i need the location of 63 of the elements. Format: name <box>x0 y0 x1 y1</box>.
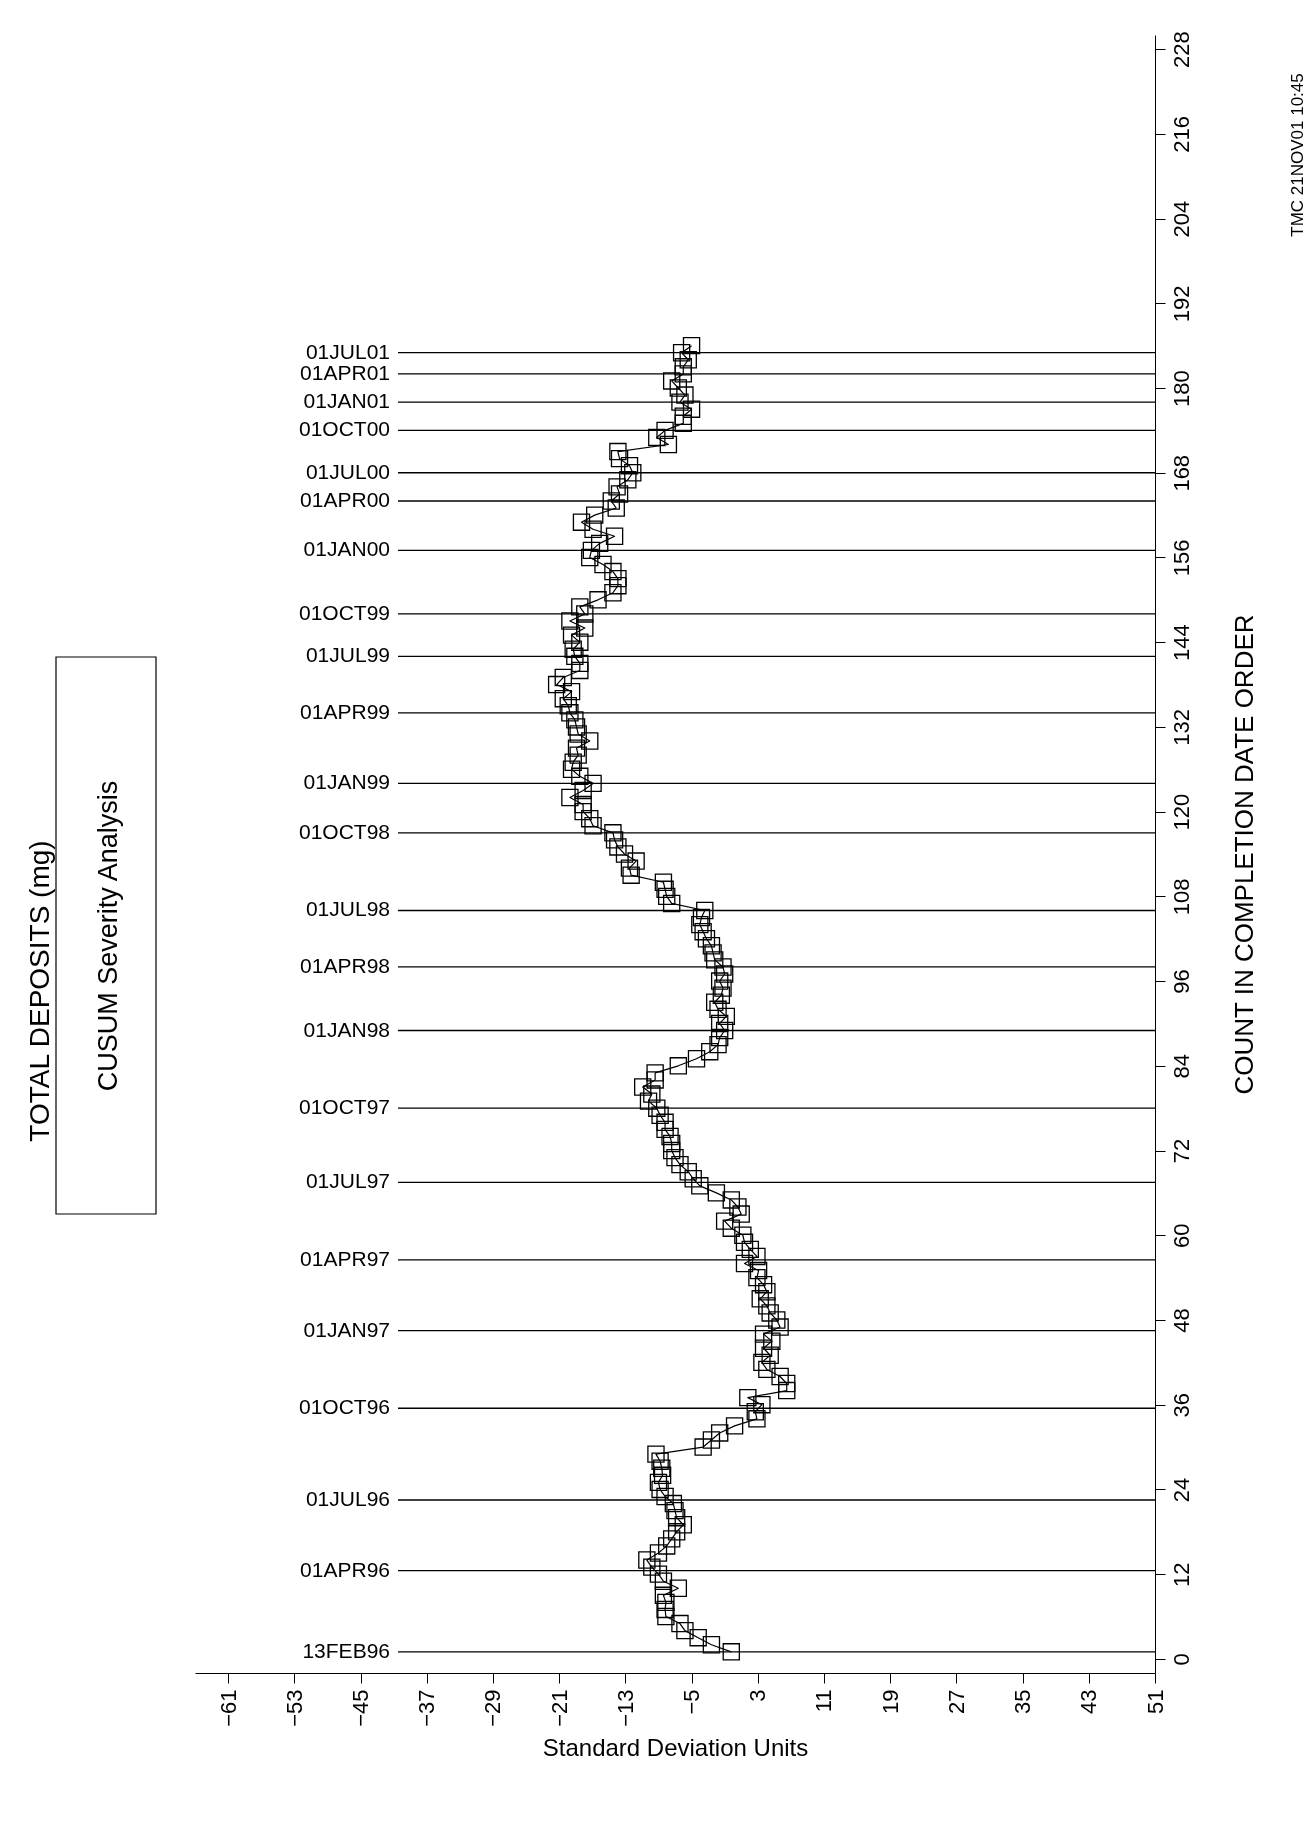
x-tick-label: −45 <box>348 1689 374 1727</box>
ref-line-label: 01JAN01 <box>303 389 390 413</box>
x-tick-label: 35 <box>1010 1689 1036 1714</box>
y-tick-label: 0 <box>1168 1653 1194 1666</box>
x-tick-label: −53 <box>281 1689 307 1727</box>
x-tick-label: −29 <box>480 1689 506 1727</box>
ref-line-label: 01JUL01 <box>305 339 390 363</box>
ref-line-label: 01JUL00 <box>305 459 390 483</box>
ref-line-label: 01OCT96 <box>298 1395 390 1419</box>
ref-line-label: 01JUL97 <box>305 1169 390 1193</box>
x-tick-label: 3 <box>745 1689 771 1702</box>
y-tick-label: 60 <box>1168 1223 1194 1248</box>
ref-line-label: 01JUL98 <box>305 897 390 921</box>
y-tick-label: 12 <box>1168 1562 1194 1587</box>
y-tick-label: 216 <box>1168 115 1194 153</box>
y-tick-label: 204 <box>1168 200 1194 238</box>
ref-line-label: 01APR01 <box>300 360 390 384</box>
x-tick-label: −21 <box>546 1689 572 1727</box>
x-axis-title: Standard Deviation Units <box>542 1733 809 1761</box>
ref-line-label: 01JAN98 <box>303 1017 390 1041</box>
x-tick-label: 19 <box>877 1689 903 1714</box>
text: TMC 21NOV01 10:45 <box>1288 73 1307 237</box>
ref-line-label: 01OCT97 <box>298 1095 390 1119</box>
text: CUSUM Severity Analysis <box>93 780 123 1092</box>
x-tick-label: −13 <box>612 1689 638 1727</box>
x-tick-label: 43 <box>1076 1689 1102 1714</box>
ref-line-label: 13FEB96 <box>302 1638 390 1662</box>
ref-line-label: 01JAN99 <box>303 770 390 794</box>
y-tick-label: 96 <box>1168 969 1194 994</box>
y-tick-label: 72 <box>1168 1138 1194 1164</box>
x-tick-label: 11 <box>811 1689 837 1713</box>
ref-line-label: 01JAN97 <box>303 1317 390 1341</box>
ref-line-label: 01APR98 <box>300 953 390 977</box>
ref-line-label: 01JAN00 <box>303 537 390 561</box>
x-tick-label: −61 <box>215 1689 241 1727</box>
x-tick-label: −5 <box>679 1689 705 1715</box>
y-tick-label: 132 <box>1168 709 1194 746</box>
y-tick-label: 108 <box>1168 878 1194 916</box>
y-tick-label: 180 <box>1168 370 1194 407</box>
y-tick-label: 228 <box>1168 31 1194 68</box>
y-tick-label: 84 <box>1168 1054 1194 1079</box>
x-tick-label: 51 <box>1142 1689 1168 1714</box>
y-tick-label: 168 <box>1168 454 1194 492</box>
ref-line-label: 01JUL99 <box>305 643 390 667</box>
y-tick-label: 156 <box>1168 539 1194 577</box>
y-tick-label: 192 <box>1168 285 1194 323</box>
ref-line-label: 01APR00 <box>300 487 390 511</box>
y-tick-label: 120 <box>1168 793 1194 831</box>
ref-line-label: 01APR96 <box>300 1557 390 1581</box>
y-tick-label: 48 <box>1168 1308 1194 1333</box>
ref-line-label: 01OCT99 <box>298 600 390 624</box>
ref-line-label: 01JUL96 <box>305 1487 390 1511</box>
ref-line-label: 01OCT00 <box>298 417 390 441</box>
text: TOTAL DEPOSITS (mg) <box>24 840 55 1142</box>
ref-line-label: 01APR99 <box>300 699 390 723</box>
y-tick-label: 36 <box>1168 1392 1194 1418</box>
x-tick-label: 27 <box>943 1689 969 1714</box>
ref-line-label: 01APR97 <box>300 1246 390 1270</box>
y-tick-label: 144 <box>1168 624 1194 662</box>
x-tick-label: −37 <box>414 1689 440 1727</box>
y-axis-title: COUNT IN COMPLETION DATE ORDER <box>1228 614 1259 1095</box>
ref-line-label: 01OCT98 <box>298 819 390 843</box>
y-tick-label: 24 <box>1168 1477 1194 1503</box>
